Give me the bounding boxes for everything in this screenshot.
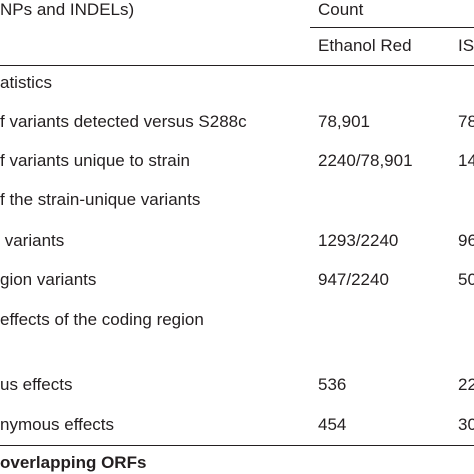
footer-label: overlapping ORFs (0, 453, 147, 472)
section-rule (0, 445, 474, 446)
row-label: us effects (0, 375, 73, 394)
header-rule (0, 65, 474, 66)
row-label: gion variants (0, 270, 97, 289)
row-label: atistics (0, 73, 52, 92)
cell: 947/2240 (318, 270, 389, 289)
cell: 14 (458, 151, 474, 170)
cell: 30 (458, 415, 474, 434)
cell: 96 (458, 231, 474, 250)
row-label: f variants detected versus S288c (0, 112, 247, 131)
cell: 454 (318, 415, 347, 434)
cell: 536 (318, 375, 347, 394)
row-label: f the strain-unique variants (0, 190, 201, 209)
cell: 2240/78,901 (318, 151, 413, 170)
row-label: nymous effects (0, 415, 115, 434)
row-label: f variants unique to strain (0, 151, 190, 170)
header-title: NPs and INDELs) (0, 0, 135, 19)
column-header: Ethanol Red (318, 36, 412, 55)
row-label: effects of the coding region (0, 310, 204, 329)
cell: 22 (458, 375, 474, 394)
header-rule (310, 27, 474, 28)
row-label: variants (0, 231, 65, 250)
cell: 50 (458, 270, 474, 289)
cell: 78 (458, 112, 474, 131)
count-header: Count (318, 0, 364, 19)
column-header: IS (458, 36, 474, 55)
cell: 78,901 (318, 112, 370, 131)
cell: 1293/2240 (318, 231, 399, 250)
